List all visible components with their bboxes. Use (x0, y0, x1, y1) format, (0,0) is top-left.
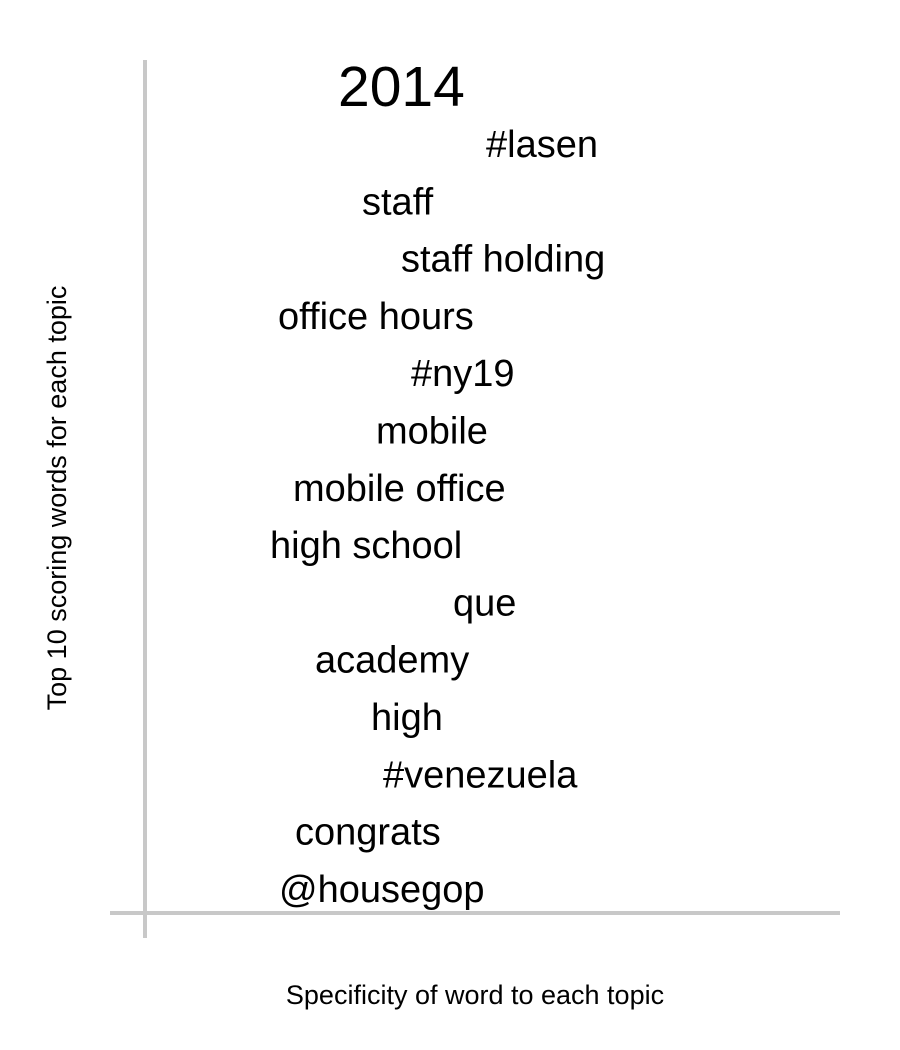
word-label: academy (315, 640, 469, 682)
word-label: high (371, 697, 443, 739)
word-label: mobile (376, 411, 488, 453)
word-label: @housegop (279, 869, 485, 911)
y-axis-label: Top 10 scoring words for each topic (42, 286, 72, 711)
word-list: #lasen staff staff holding office hours #ny1… (270, 124, 605, 911)
word-label: #ny19 (411, 353, 515, 395)
x-axis-label: Specificity of word to each topic (286, 980, 664, 1010)
word-label: high school (270, 525, 462, 567)
word-label: congrats (295, 812, 441, 854)
word-label: #venezuela (383, 754, 578, 796)
word-label: office hours (278, 296, 474, 338)
word-label: mobile office (293, 468, 506, 510)
word-label: staff holding (401, 239, 605, 281)
word-label: #lasen (486, 124, 598, 166)
word-label: que (453, 582, 516, 624)
word-label: staff (362, 181, 434, 223)
chart-title: 2014 (338, 55, 465, 119)
